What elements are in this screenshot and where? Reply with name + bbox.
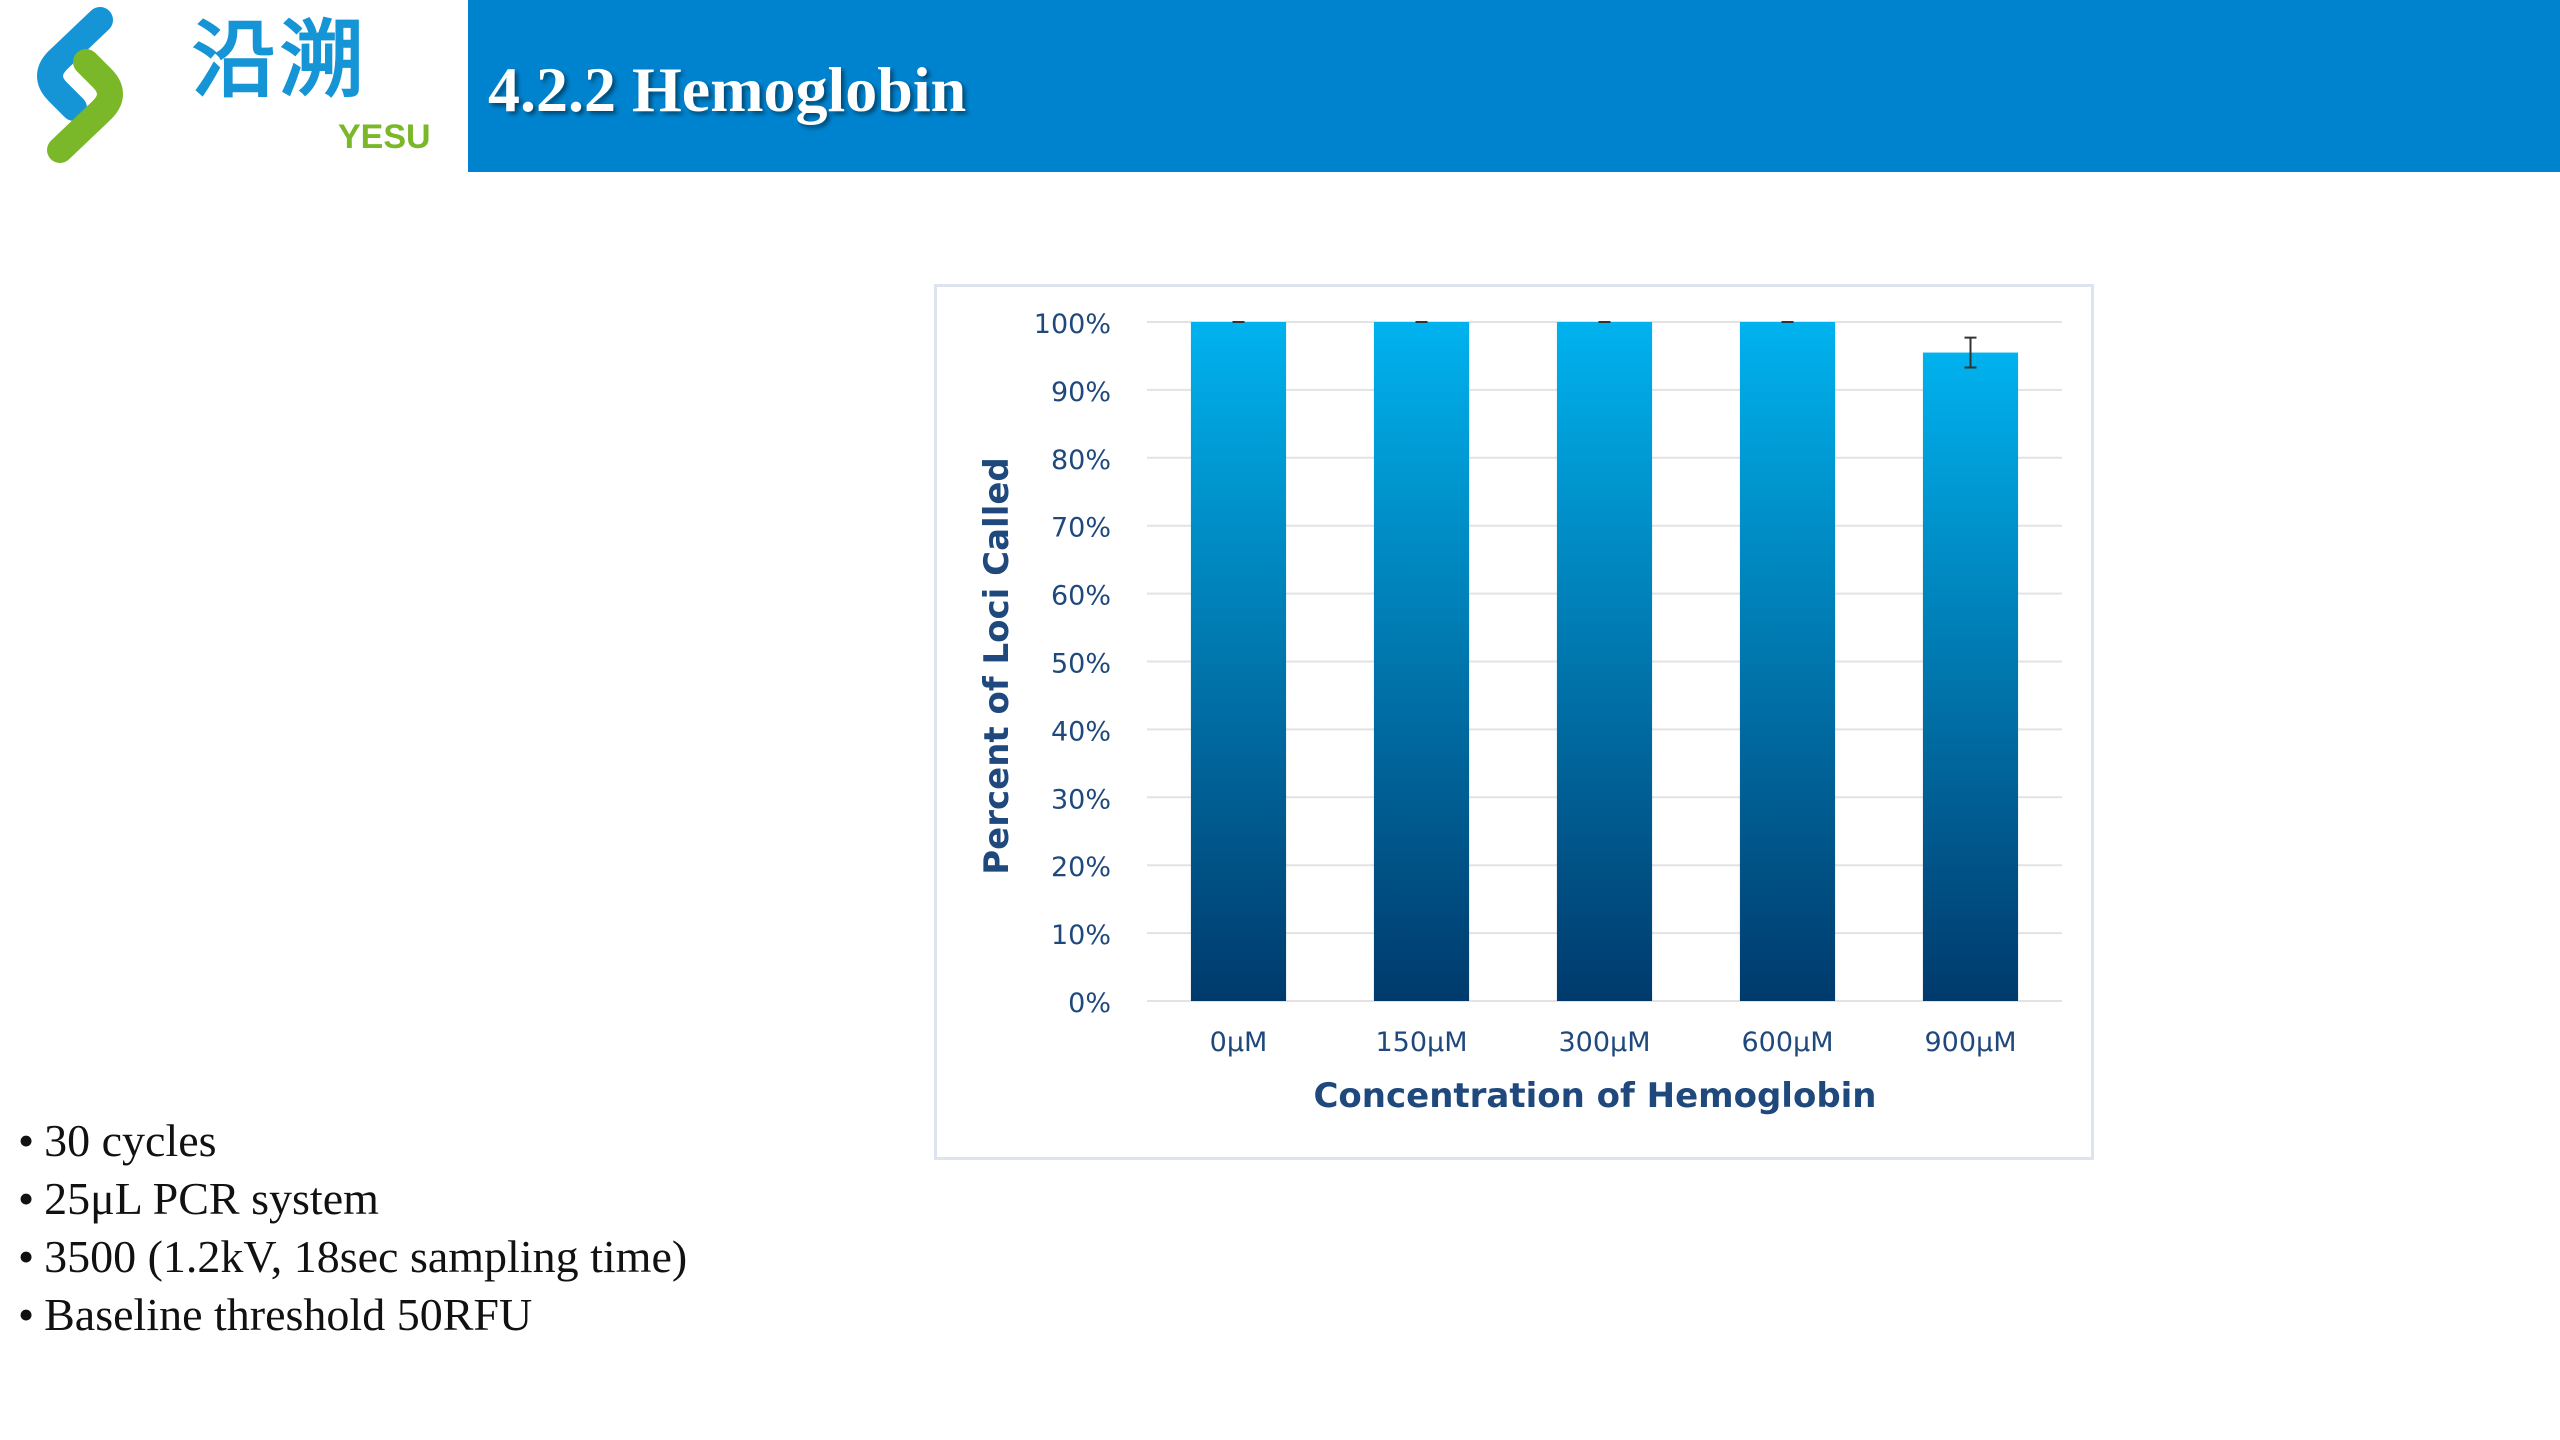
y-tick-label: 90% <box>1051 377 1111 408</box>
bar <box>1373 322 1470 1001</box>
y-tick-label: 0% <box>1068 988 1111 1019</box>
y-tick-label: 20% <box>1051 852 1111 883</box>
y-tick-label: 50% <box>1051 649 1111 680</box>
bullet-instrument: 3500 (1.2kV, 18sec sampling time) <box>18 1228 687 1286</box>
bullet-pcr-system: 25μL PCR system <box>18 1170 687 1228</box>
bullet-threshold: Baseline threshold 50RFU <box>18 1286 687 1344</box>
y-tick-label: 40% <box>1051 716 1111 747</box>
y-tick-label: 70% <box>1051 513 1111 544</box>
bar <box>1556 322 1653 1001</box>
x-tick-label: 600μM <box>1741 1027 1833 1058</box>
x-tick-label: 300μM <box>1558 1027 1650 1058</box>
x-tick-label: 900μM <box>1924 1027 2016 1058</box>
y-tick-label: 30% <box>1051 784 1111 815</box>
x-tick-label: 150μM <box>1375 1027 1467 1058</box>
bar <box>1739 322 1836 1001</box>
x-tick-label: 0μM <box>1210 1027 1268 1058</box>
bar <box>1190 322 1287 1001</box>
y-tick-label: 60% <box>1051 581 1111 612</box>
page-title: 4.2.2 Hemoglobin <box>488 54 967 125</box>
chart-canvas: 0% 10% 20% 30% 40% 50% 60% 70% 80% 90% 100% 0μM 150… <box>977 309 2062 1116</box>
bar-chart: 0% 10% 20% 30% 40% 50% 60% 70% 80% 90% 100% 0μM 150… <box>934 284 2094 1160</box>
logo-subtitle: YESU <box>338 118 431 156</box>
yesu-logo-mark-icon <box>37 7 123 163</box>
y-tick-label: 10% <box>1051 920 1111 951</box>
header-bar: 4.2.2 Hemoglobin <box>468 0 2560 172</box>
bullet-cycles: 30 cycles <box>18 1112 687 1170</box>
y-tick-label: 80% <box>1051 445 1111 476</box>
y-tick-label: 100% <box>1034 309 1111 340</box>
logo-name: 沿溯 <box>192 11 369 109</box>
logo: 沿溯 YESU <box>0 0 468 172</box>
bar <box>1922 352 2019 1001</box>
notes-list: 30 cycles 25μL PCR system 3500 (1.2kV, 1… <box>18 1112 687 1344</box>
x-axis-label: Concentration of Hemoglobin <box>1313 1076 1876 1116</box>
y-axis-label: Percent of Loci Called <box>977 457 1017 875</box>
